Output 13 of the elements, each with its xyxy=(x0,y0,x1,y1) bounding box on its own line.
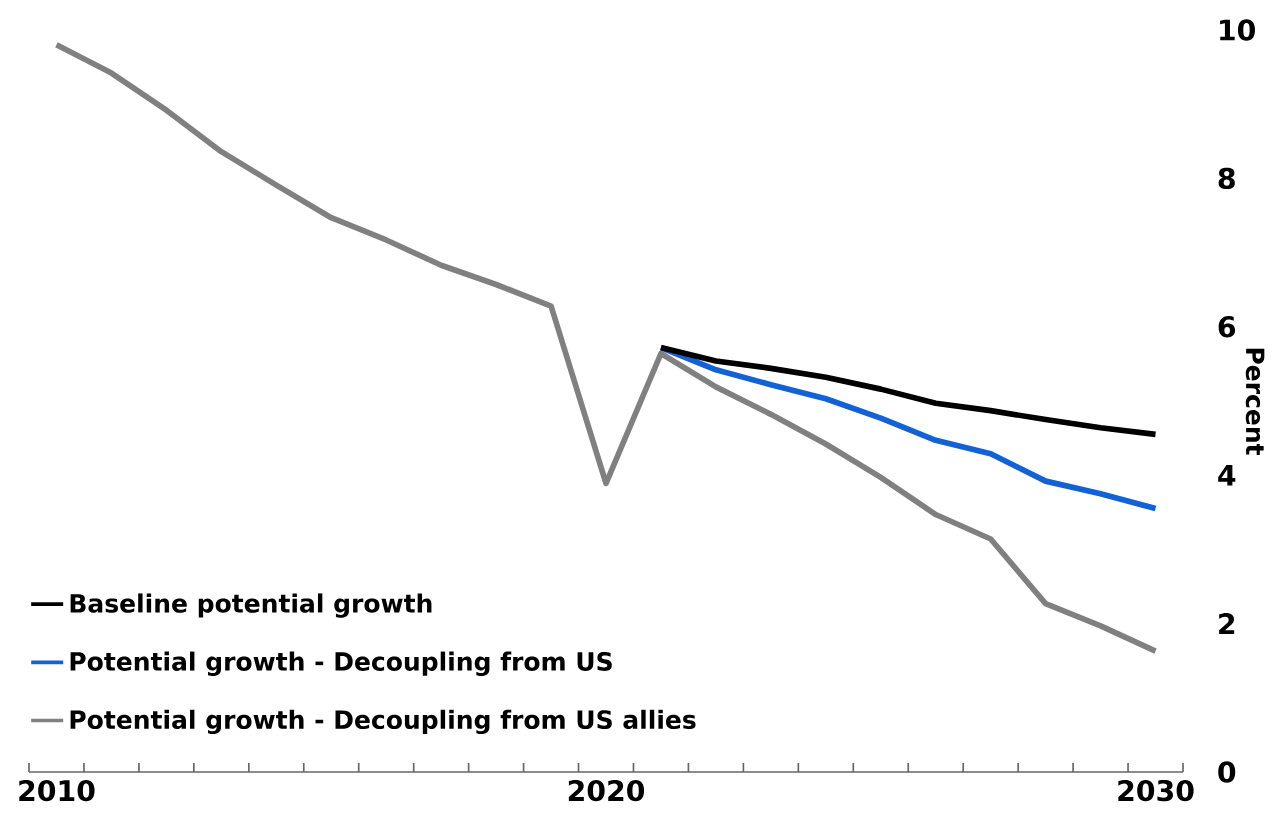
y-tick-label: 10 xyxy=(1220,19,1255,41)
legend-label: Potential growth - Decoupling from US allies xyxy=(70,709,696,735)
legend-label: Baseline potential growth xyxy=(70,593,432,618)
y-tick-label: 8 xyxy=(1218,167,1235,190)
y-axis-title: Percent xyxy=(1245,348,1265,455)
y-tick-label: 4 xyxy=(1218,464,1236,486)
y-tick-label: 6 xyxy=(1218,316,1236,338)
legend-label: Potential growth - Decoupling from US xyxy=(70,651,612,676)
x-tick-label: 2020 xyxy=(568,779,645,802)
x-tick-label: 2010 xyxy=(19,779,95,802)
x-tick-label: 2030 xyxy=(1118,779,1194,802)
y-tick-label: 2 xyxy=(1219,613,1235,635)
y-tick-label: 0 xyxy=(1218,761,1236,783)
